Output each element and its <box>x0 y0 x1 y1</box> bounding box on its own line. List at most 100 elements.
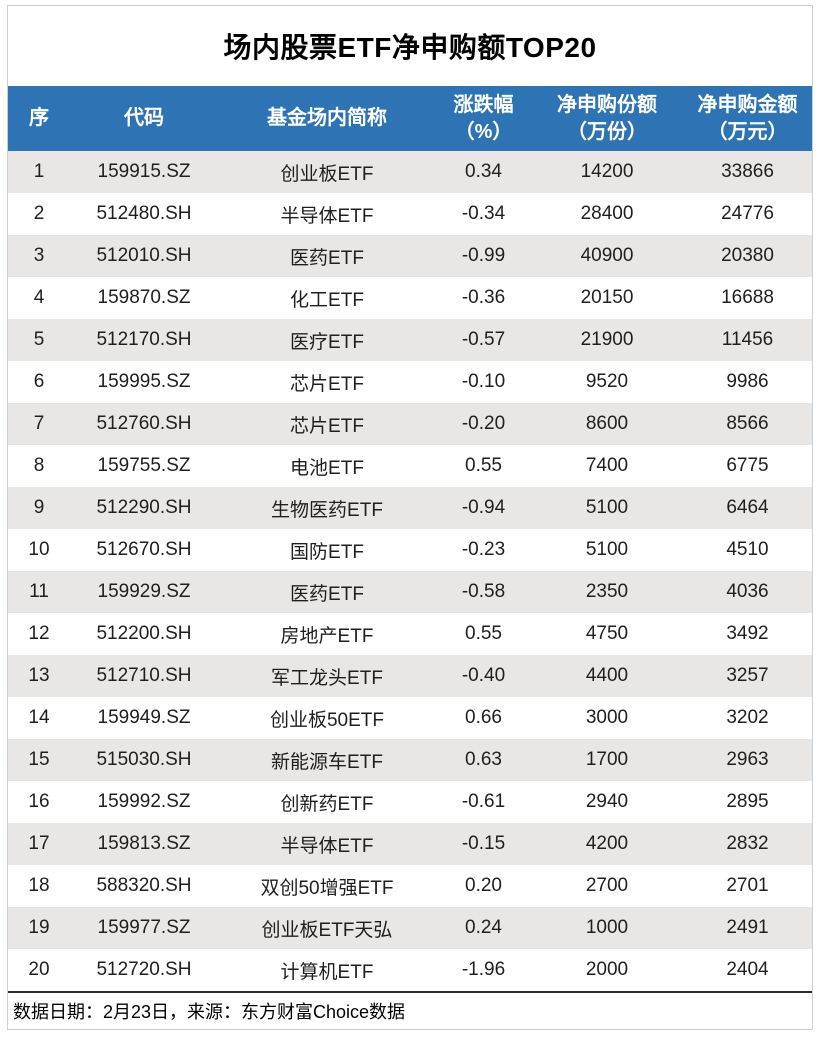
net-shares-cell: 5100 <box>585 539 629 560</box>
column-header-3: 基金场内简称 <box>218 86 436 151</box>
fund-name-cell: 创新药ETF <box>280 793 374 815</box>
code-cell: 159813.SZ <box>97 833 191 854</box>
code-cell: 512710.SH <box>96 665 192 686</box>
etf-table: 序代码 基金场内简称 涨跌幅 （%） 净申购份额 （万份） 净申购金额 （万元） 1 15991… <box>8 86 812 991</box>
fund-name-cell: 芯片ETF <box>290 373 364 395</box>
rank-cell: 4 <box>33 287 45 308</box>
table-row: 9 512290.SH 生物医药ETF -0.94 5100 6464 <box>8 487 812 529</box>
net-amount-cell: 6775 <box>726 455 769 476</box>
table-row: 6 159995.SZ 芯片ETF -0.10 9520 9986 <box>8 361 812 403</box>
rank-cell: 6 <box>33 371 45 392</box>
table-row: 18 588320.SH 双创50增强ETF 0.20 2700 2701 <box>8 865 812 907</box>
column-header-4: 涨跌幅 （%） <box>436 86 531 151</box>
table-row: 4 159870.SZ 化工ETF -0.36 20150 16688 <box>8 277 812 319</box>
net-amount-cell: 4510 <box>726 539 769 560</box>
code-cell: 159755.SZ <box>97 455 191 476</box>
change-pct-cell: -0.34 <box>461 203 506 224</box>
rank-cell: 10 <box>28 539 50 560</box>
net-shares-cell: 1000 <box>585 917 629 938</box>
change-pct-cell: 0.55 <box>465 623 502 644</box>
fund-name-cell: 电池ETF <box>290 457 364 479</box>
net-amount-cell: 2701 <box>726 875 769 896</box>
table-row: 16 159992.SZ 创新药ETF -0.61 2940 2895 <box>8 781 812 823</box>
change-pct-cell: 0.24 <box>465 917 502 938</box>
fund-name-cell: 医药ETF <box>290 583 364 605</box>
net-shares-cell: 4200 <box>585 833 629 854</box>
table-row: 14 159949.SZ 创业板50ETF 0.66 3000 3202 <box>8 697 812 739</box>
rank-cell: 16 <box>28 791 50 812</box>
rank-cell: 8 <box>33 455 45 476</box>
fund-name-cell: 化工ETF <box>290 289 364 311</box>
code-cell: 159870.SZ <box>97 287 191 308</box>
code-cell: 159995.SZ <box>97 371 191 392</box>
rank-cell: 1 <box>33 161 45 182</box>
code-cell: 512760.SH <box>96 413 192 434</box>
fund-name-cell: 创业板ETF <box>280 163 374 185</box>
etf-table-sheet: 场内股票ETF净申购额TOP20 序代码 基金场内简称 涨跌幅 （%） 净申购份额 （万份… <box>7 5 813 1030</box>
code-cell: 159992.SZ <box>97 791 191 812</box>
fund-name-cell: 创业板ETF天弘 <box>261 919 393 941</box>
change-pct-cell: -0.10 <box>461 371 506 392</box>
table-row: 11 159929.SZ 医药ETF -0.58 2350 4036 <box>8 571 812 613</box>
change-pct-cell: -0.61 <box>461 791 506 812</box>
net-amount-cell: 2491 <box>726 917 769 938</box>
rank-cell: 7 <box>33 413 45 434</box>
net-shares-cell: 2700 <box>585 875 629 896</box>
code-cell: 159915.SZ <box>97 161 191 182</box>
table-row: 10 512670.SH 国防ETF -0.23 5100 4510 <box>8 529 812 571</box>
code-cell: 512170.SH <box>96 329 192 350</box>
fund-name-cell: 生物医药ETF <box>271 499 383 521</box>
code-cell: 159929.SZ <box>97 581 191 602</box>
change-pct-cell: -0.57 <box>461 329 506 350</box>
fund-name-cell: 房地产ETF <box>280 625 374 647</box>
fund-name-cell: 国防ETF <box>290 541 364 563</box>
net-amount-cell: 9986 <box>726 371 769 392</box>
page-title: 场内股票ETF净申购额TOP20 <box>223 32 597 63</box>
net-shares-cell: 7400 <box>585 455 629 476</box>
net-shares-cell: 21900 <box>580 329 634 350</box>
column-header-6: 净申购金额 （万元） <box>683 86 812 151</box>
net-shares-cell: 2940 <box>585 791 629 812</box>
change-pct-cell: -0.99 <box>461 245 506 266</box>
table-row: 2 512480.SH 半导体ETF -0.34 28400 24776 <box>8 193 812 235</box>
table-row: 17 159813.SZ 半导体ETF -0.15 4200 2832 <box>8 823 812 865</box>
net-amount-cell: 11456 <box>721 329 774 350</box>
net-shares-cell: 4400 <box>585 665 629 686</box>
code-cell: 512010.SH <box>96 245 192 266</box>
net-shares-cell: 20150 <box>580 287 634 308</box>
change-pct-cell: -1.96 <box>461 959 506 980</box>
rank-cell: 14 <box>28 707 50 728</box>
net-amount-cell: 2404 <box>726 959 769 980</box>
column-header-2: 代码 <box>70 86 218 151</box>
change-pct-cell: -0.15 <box>461 833 506 854</box>
source-note: 数据日期：2月23日，来源：东方财富Choice数据 <box>8 991 812 1029</box>
code-cell: 588320.SH <box>96 875 192 896</box>
net-shares-cell: 2000 <box>585 959 629 980</box>
rank-cell: 18 <box>28 875 50 896</box>
change-pct-cell: -0.20 <box>461 413 506 434</box>
net-amount-cell: 6464 <box>726 497 769 518</box>
net-shares-cell: 40900 <box>580 245 634 266</box>
change-pct-cell: -0.58 <box>461 581 506 602</box>
rank-cell: 17 <box>28 833 50 854</box>
net-shares-cell: 5100 <box>585 497 629 518</box>
fund-name-cell: 芯片ETF <box>290 415 364 437</box>
net-amount-cell: 24776 <box>721 203 774 224</box>
fund-name-cell: 医疗ETF <box>290 331 364 353</box>
table-row: 13 512710.SH 军工龙头ETF -0.40 4400 3257 <box>8 655 812 697</box>
code-cell: 512480.SH <box>96 203 192 224</box>
change-pct-cell: 0.20 <box>465 875 502 896</box>
table-body: 1 159915.SZ 创业板ETF 0.34 14200 33866 2 512480.SH… <box>8 151 812 991</box>
table-row: 15 515030.SH 新能源车ETF 0.63 1700 2963 <box>8 739 812 781</box>
rank-cell: 11 <box>29 581 49 602</box>
change-pct-cell: 0.55 <box>465 455 502 476</box>
fund-name-cell: 双创50增强ETF <box>260 877 394 899</box>
rank-cell: 12 <box>28 623 50 644</box>
code-cell: 512200.SH <box>96 623 192 644</box>
fund-name-cell: 医药ETF <box>290 247 364 269</box>
change-pct-cell: 0.34 <box>465 161 502 182</box>
change-pct-cell: 0.66 <box>465 707 502 728</box>
column-header-1: 序 <box>8 86 70 151</box>
net-amount-cell: 33866 <box>721 161 774 182</box>
net-amount-cell: 3492 <box>726 623 769 644</box>
